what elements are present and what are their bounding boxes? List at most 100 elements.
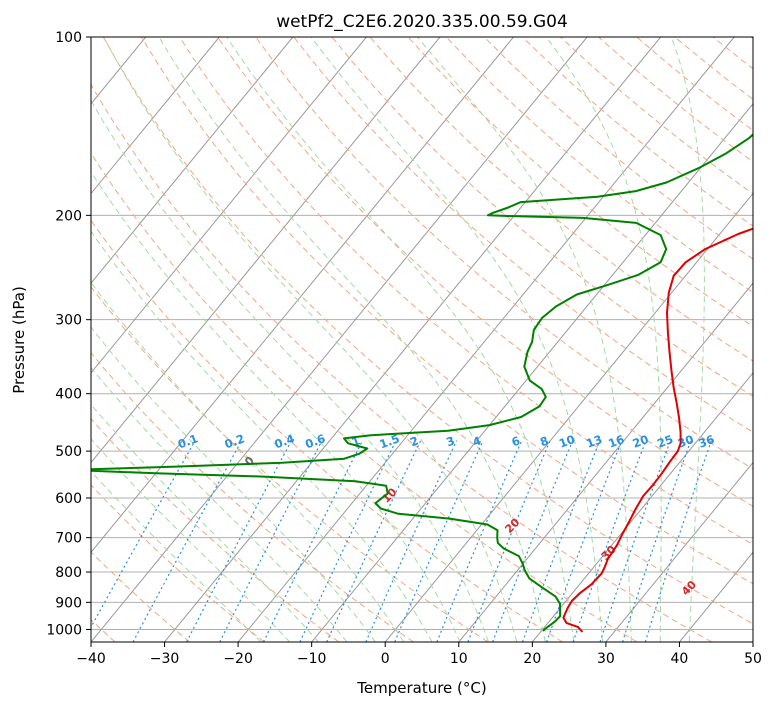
mixing-ratio-line-1 <box>132 440 243 642</box>
y-tick-label: 1000 <box>46 622 82 638</box>
mixing-ratio-label: 0.2 <box>223 431 247 451</box>
mixing-ratio-line-9 <box>436 440 523 642</box>
dry-adiabat-40 <box>91 83 713 642</box>
dry-adiabat-100 <box>293 37 753 433</box>
y-tick-label: 400 <box>55 387 82 403</box>
y-tick-label: 800 <box>55 565 82 581</box>
x-tick-label: −40 <box>76 651 106 667</box>
mixing-ratio-line-12 <box>521 440 601 642</box>
y-axis-ticks: 100 200 300 400 500 600 700 800 900 1000 <box>46 30 91 638</box>
y-tick-label: 700 <box>55 531 82 547</box>
mixing-ratio-line-3 <box>219 440 323 642</box>
isotherm--60 <box>91 37 441 464</box>
x-tick-label: 20 <box>523 651 541 667</box>
x-tick-label: −10 <box>297 651 327 667</box>
dry-adiabat-90 <box>255 37 753 470</box>
mixing-ratio-label: 25 <box>655 432 675 451</box>
x-tick-label: 40 <box>671 651 689 667</box>
isotherm--20 <box>237 37 735 642</box>
dry-adiabat-10 <box>91 286 489 642</box>
moist-adiabat-20 <box>158 37 546 642</box>
moist-adiabat--4 <box>91 326 376 642</box>
plot-frame <box>90 36 754 643</box>
mixing-ratio-line-8 <box>394 440 484 642</box>
y-tick-label: 600 <box>55 491 82 507</box>
x-tick-label: 50 <box>744 651 762 667</box>
dry-adiabat--30 <box>91 551 191 642</box>
x-tick-label: 30 <box>597 651 615 667</box>
mixing-ratio-line-7 <box>365 440 458 642</box>
mixing-ratio-line-13 <box>546 440 623 642</box>
y-tick-label: 300 <box>55 313 82 329</box>
dry-adiabat-lines <box>91 37 753 642</box>
moist-adiabat-28 <box>310 37 604 642</box>
y-tick-label: 100 <box>55 30 82 46</box>
moist-adiabat-12 <box>91 99 489 642</box>
plot-area: 0.10.20.40.611.52346810131620253036-100-… <box>91 37 753 642</box>
isotherm--80 <box>91 37 294 284</box>
moist-adiabat-0 <box>91 281 405 642</box>
mixing-ratio-label: 0.4 <box>273 431 297 451</box>
mixing-ratio-line-17 <box>644 440 712 642</box>
isotherm-10 <box>458 282 753 642</box>
moist-adiabat-16 <box>103 37 518 642</box>
isotherm--10 <box>311 103 753 642</box>
mixing-ratio-line-14 <box>572 440 647 642</box>
mixing-ratio-lines <box>91 440 712 642</box>
isotherm-20 <box>531 372 753 642</box>
y-tick-label: 500 <box>55 444 82 460</box>
moist-adiabat-8 <box>91 170 461 642</box>
dewpoint-line <box>91 133 753 632</box>
mixing-ratio-label: 10 <box>557 432 577 451</box>
mixing-ratio-line-16 <box>622 440 692 642</box>
isotherm-0 <box>384 192 753 642</box>
mixing-ratio-line-15 <box>599 440 671 642</box>
isotherm-30 <box>605 461 753 642</box>
mixing-ratio-label: 13 <box>584 432 604 451</box>
isotherm--40 <box>91 37 588 642</box>
temperature-line <box>562 227 753 633</box>
mixing-ratio-label: 0.6 <box>303 431 327 451</box>
mixing-ratio-label: 20 <box>631 432 651 451</box>
dry-adiabat-110 <box>331 37 753 397</box>
mixing-ratio-line-11 <box>492 440 574 642</box>
dry-adiabat-120 <box>369 37 753 362</box>
x-tick-label: 10 <box>450 651 468 667</box>
isobar-gridlines <box>91 37 753 630</box>
mixing-ratio-line-4 <box>262 440 364 642</box>
mixing-ratio-line-10 <box>467 440 551 642</box>
dry-adiabat-30 <box>91 152 638 642</box>
isotherm--70 <box>91 37 367 374</box>
mixing-ratio-label: 16 <box>606 432 626 451</box>
moist-adiabat-32 <box>417 37 632 642</box>
sounding-series <box>91 133 753 633</box>
moist-adiabat--8 <box>91 366 348 642</box>
x-axis-ticks: −40 −30 −20 −10 0 10 20 30 40 50 <box>76 642 762 667</box>
moist-adiabat-4 <box>91 230 433 642</box>
mixing-ratio-label: 36 <box>696 432 716 451</box>
mixing-ratio-label: 0.1 <box>176 431 200 451</box>
isotherm--50 <box>91 37 514 554</box>
moist-adiabat-lines <box>91 37 705 642</box>
isotherm--30 <box>164 37 662 642</box>
isotherm-lines <box>91 37 753 642</box>
y-tick-label: 900 <box>55 595 82 611</box>
moist-adiabat-24 <box>226 37 575 642</box>
chart-title: wetPf2_C2E6.2020.335.00.59.G04 <box>276 12 568 32</box>
y-axis-label: Pressure (hPa) <box>10 286 28 394</box>
x-tick-label: 0 <box>381 651 390 667</box>
mixing-ratio-line-5 <box>299 440 397 642</box>
mixing-ratio-line-2 <box>186 440 292 642</box>
x-tick-label: −30 <box>150 651 180 667</box>
x-axis-label: Temperature (°C) <box>356 679 486 697</box>
mixing-ratio-line-6 <box>326 440 422 642</box>
moist-adiabat-36 <box>545 37 662 642</box>
moist-adiabat-40 <box>671 37 705 642</box>
isotherm--90 <box>91 37 220 195</box>
y-tick-label: 200 <box>55 208 82 224</box>
mixing-ratio-label: 1.5 <box>378 431 402 451</box>
x-tick-label: −20 <box>223 651 253 667</box>
